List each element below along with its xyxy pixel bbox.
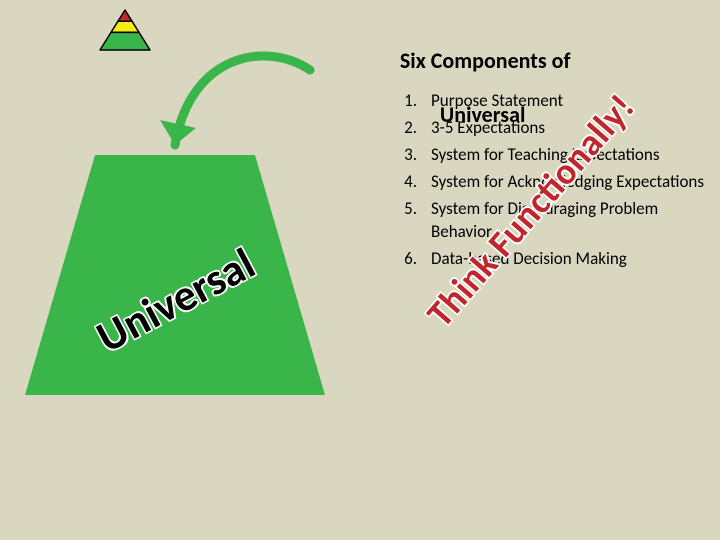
curved-arrow — [160, 56, 310, 145]
title-line-1: Six Components of — [400, 47, 571, 74]
list-item-text: Purpose Statement — [431, 90, 563, 113]
list-item-text: System for Discouraging Problem Behavior — [431, 198, 705, 244]
list-item-number: 1. — [395, 90, 417, 113]
list-item-number: 2. — [395, 117, 417, 140]
list-item: 1. Purpose Statement — [395, 90, 705, 113]
list-item-text: 3-5 Expectations — [431, 117, 545, 140]
list-item: 6.Data-based Decision Making — [395, 248, 705, 271]
list-item-number: 3. — [395, 144, 417, 167]
list-item-number: 4. — [395, 171, 417, 194]
slide-stage: Six Components of Universal 1.Purpose St… — [0, 0, 720, 540]
list-item: 2. 3-5 Expectations — [395, 117, 705, 140]
list-item-number: 5. — [395, 198, 417, 244]
list-item-number: 6. — [395, 248, 417, 271]
pyramid-icon — [100, 10, 150, 50]
